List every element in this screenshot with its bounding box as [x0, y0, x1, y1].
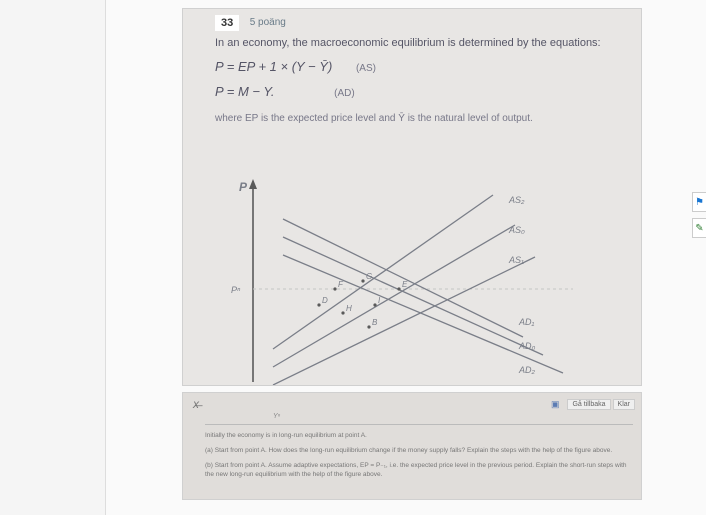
- done-button[interactable]: Klar: [613, 399, 635, 410]
- svg-text:AD₂: AD₂: [518, 365, 536, 375]
- svg-text:AS₁: AS₁: [508, 255, 524, 265]
- answer-divider: [205, 424, 633, 425]
- equilibrium-graph: PPⁿAS₂AS₀AS₁AD₁AD₀AD₂FGDHIEB: [223, 177, 603, 386]
- back-button[interactable]: Gå tillbaka: [567, 399, 610, 410]
- answer-line-1: Initially the economy is in long-run equ…: [205, 431, 633, 440]
- edit-icon[interactable]: ✎: [692, 218, 706, 238]
- answer-card: x̶ ▣ Gå tillbaka Klar Yⁿ Initially the e…: [182, 392, 642, 500]
- answer-y-label: Yⁿ: [273, 413, 641, 420]
- answer-line-3: (b) Start from point A. Assume adaptive …: [205, 461, 633, 479]
- graph-svg: PPⁿAS₂AS₀AS₁AD₁AD₀AD₂FGDHIEB: [223, 177, 603, 386]
- side-icon-rail: ⚑ ✎: [692, 192, 706, 244]
- question-number: 33: [215, 15, 239, 31]
- svg-text:Pⁿ: Pⁿ: [231, 285, 241, 295]
- equation-as: P = EP + 1 × (Y − Ȳ) (AS): [215, 59, 641, 74]
- svg-text:AS₂: AS₂: [508, 195, 525, 205]
- svg-text:B: B: [372, 318, 378, 327]
- eq-ad-label: (AD): [334, 88, 355, 99]
- answer-line-2: (a) Start from point A. How does the lon…: [205, 446, 633, 455]
- eq-as-label: (AS): [356, 63, 376, 74]
- svg-text:P: P: [239, 180, 248, 194]
- svg-text:AD₁: AD₁: [518, 317, 535, 327]
- eq-as-text: P = EP + 1 × (Y − Ȳ): [215, 59, 332, 74]
- svg-text:G: G: [366, 272, 372, 281]
- save-icon[interactable]: ▣: [551, 399, 560, 410]
- where-text: where EP is the expected price level and…: [215, 113, 641, 124]
- draft-icon: x̶: [193, 397, 199, 411]
- question-points: 5 poäng: [250, 17, 286, 28]
- page-container: 33 5 poäng In an economy, the macroecono…: [105, 0, 706, 515]
- question-intro: In an economy, the macroeconomic equilib…: [215, 37, 641, 49]
- svg-text:F: F: [338, 280, 344, 289]
- svg-text:AD₀: AD₀: [518, 341, 536, 351]
- svg-text:D: D: [322, 296, 328, 305]
- svg-text:H: H: [346, 304, 352, 313]
- svg-text:E: E: [402, 280, 408, 289]
- eq-ad-text: P = M − Y.: [215, 84, 275, 99]
- answer-toolbar: x̶ ▣ Gå tillbaka Klar: [183, 393, 641, 411]
- svg-text:AS₀: AS₀: [508, 225, 525, 235]
- equation-ad: P = M − Y. (AD): [215, 84, 641, 99]
- question-card: 33 5 poäng In an economy, the macroecono…: [182, 8, 642, 386]
- flag-icon[interactable]: ⚑: [692, 192, 706, 212]
